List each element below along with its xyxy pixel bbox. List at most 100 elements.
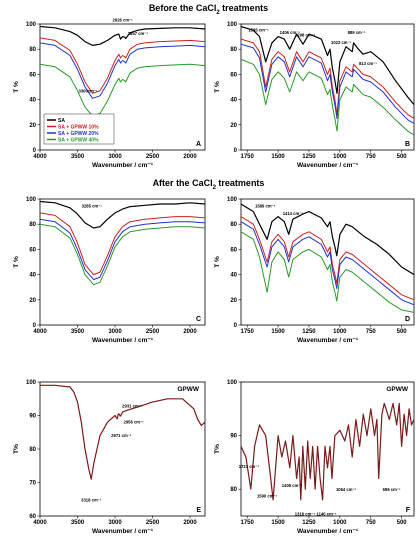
y-tick-label: 100 (26, 380, 37, 386)
series-line-2 (40, 212, 205, 276)
y-tick-label: 60 (29, 72, 36, 78)
y-axis-label: T % (13, 256, 20, 268)
x-tick-label: 1500 (271, 154, 285, 160)
series-line-3 (241, 43, 414, 124)
y-tick-label: 70 (29, 481, 36, 487)
x-tick-label: 750 (366, 154, 377, 160)
series-line-2 (241, 38, 414, 119)
y-tick-label: 60 (29, 247, 36, 253)
x-axis-label: Wavenumber / cm⁻¹ (297, 162, 358, 169)
x-tick-label: 2500 (146, 154, 160, 160)
panel-c-chart: 4000 3500 3000 2500 2000 0 20 40 60 80 100 Wavenumb… (13, 197, 206, 344)
peak-annotation: 889 cm⁻¹ (348, 30, 366, 35)
peak-annotation: 1298 cm⁻¹ (295, 33, 316, 38)
x-tick-label: 4000 (33, 520, 47, 526)
series-line-4 (241, 58, 414, 136)
y-tick-label: 0 (234, 148, 238, 154)
y-tick-label: 100 (227, 197, 238, 203)
series-line-1 (40, 200, 205, 229)
x-tick-label: 3500 (71, 154, 85, 160)
panel-letter: D (405, 316, 410, 323)
peak-annotation: 1721 cm⁻¹ (239, 464, 260, 469)
series-line-3 (40, 218, 205, 281)
series-line-4 (40, 63, 205, 117)
x-tick-label: 1750 (240, 329, 254, 335)
peak-annotation: 3318 cm⁻¹ (81, 498, 102, 503)
peak-annotation: 3285 cm⁻¹ (82, 204, 103, 209)
peak-annotation: 1595 cm⁻¹ (248, 28, 269, 33)
peak-annotation: 1064 cm⁻¹ (336, 487, 357, 492)
before-treatment-title: Before the CaCl2 treatments (148, 3, 269, 16)
plot-frame (39, 381, 206, 517)
x-tick-label: 1000 (333, 329, 347, 335)
panel-d-chart: 1750 1500 1250 1000 750 500 0 20 40 60 80 100 Wavenu… (214, 197, 415, 344)
x-tick-label: 4000 (33, 329, 47, 335)
y-tick-label: 90 (29, 414, 36, 420)
x-tick-label: 1250 (302, 154, 316, 160)
x-tick-label: 2500 (146, 520, 160, 526)
panel-letter: A (196, 141, 201, 148)
x-tick-label: 750 (366, 329, 377, 335)
panel-title: GPWW (386, 386, 409, 393)
peak-annotation: 2971 cm⁻¹ (111, 433, 132, 438)
x-tick-label: 3000 (108, 154, 122, 160)
series-line-1 (241, 25, 414, 105)
x-tick-label: 3500 (71, 520, 85, 526)
x-tick-label: 1250 (302, 329, 316, 335)
series-line-2 (40, 37, 205, 94)
peak-annotation: 686 cm⁻¹ (383, 487, 401, 492)
x-tick-label: 3500 (71, 329, 85, 335)
y-tick-label: 20 (29, 298, 36, 304)
peak-annotation: 3300cm⁻¹ (79, 89, 99, 94)
x-axis-label: Wavenumber / cm⁻¹ (297, 337, 358, 344)
x-tick-label: 3000 (108, 329, 122, 335)
peak-annotation: 2857 cm⁻¹ (128, 31, 149, 36)
legend-entry: SA + GPWW 40% (58, 137, 99, 143)
peak-annotation: 1590 cm⁻¹ (257, 494, 278, 499)
peak-annotation: 1023 cm⁻¹ (331, 40, 352, 45)
y-tick-label: 100 (26, 22, 37, 28)
y-tick-label: 80 (29, 222, 36, 228)
x-axis-label: Wavenumber / cm⁻¹ (92, 337, 153, 344)
panel-letter: C (196, 316, 201, 323)
panel-title: GPWW (177, 386, 200, 393)
y-tick-label: 60 (29, 514, 36, 520)
peak-annotation: 1140 cm⁻¹ (317, 512, 338, 517)
y-tick-label: 40 (230, 273, 237, 279)
y-tick-label: 40 (29, 98, 36, 104)
x-tick-label: 2500 (146, 329, 160, 335)
x-tick-label: 500 (397, 520, 408, 526)
peak-annotation: 2926 cm⁻¹ (113, 17, 134, 22)
x-tick-label: 4000 (33, 154, 47, 160)
x-tick-label: 500 (397, 329, 408, 335)
y-axis-label: T % (214, 256, 221, 268)
y-axis-label: T % (13, 81, 20, 93)
y-tick-label: 60 (230, 72, 237, 78)
y-tick-label: 80 (230, 487, 237, 493)
peak-annotation: 1589 cm⁻¹ (255, 204, 276, 209)
x-tick-label: 1500 (271, 520, 285, 526)
plot-frame (39, 23, 206, 151)
x-tick-label: 2000 (183, 520, 197, 526)
x-tick-label: 750 (366, 520, 377, 526)
peak-annotation: 813 cm⁻¹ (359, 61, 377, 66)
peak-annotation: 2931 cm⁻¹ (122, 403, 143, 408)
peak-annotation: 1406 cm⁻¹ (280, 30, 301, 35)
y-tick-label: 0 (33, 148, 37, 154)
y-tick-label: 60 (230, 247, 237, 253)
series-line-2 (241, 216, 414, 301)
x-axis-label: Wavenumber / cm⁻¹ (92, 528, 153, 535)
x-tick-label: 3000 (108, 520, 122, 526)
series-line-4 (40, 223, 205, 286)
y-tick-label: 0 (234, 323, 238, 329)
y-tick-label: 100 (227, 380, 238, 386)
series-line-1 (40, 384, 205, 480)
plot-frame (240, 381, 415, 517)
y-tick-label: 0 (33, 323, 37, 329)
x-tick-label: 1000 (333, 154, 347, 160)
peak-annotation: 1316 cm⁻¹ (295, 512, 316, 517)
plot-frame (240, 23, 415, 151)
y-axis-label: T% (13, 444, 20, 454)
panel-a-chart: 4000 3500 3000 2500 2000 0 20 40 60 80 100 Wavenumb… (13, 17, 206, 169)
series-line-4 (241, 231, 414, 313)
